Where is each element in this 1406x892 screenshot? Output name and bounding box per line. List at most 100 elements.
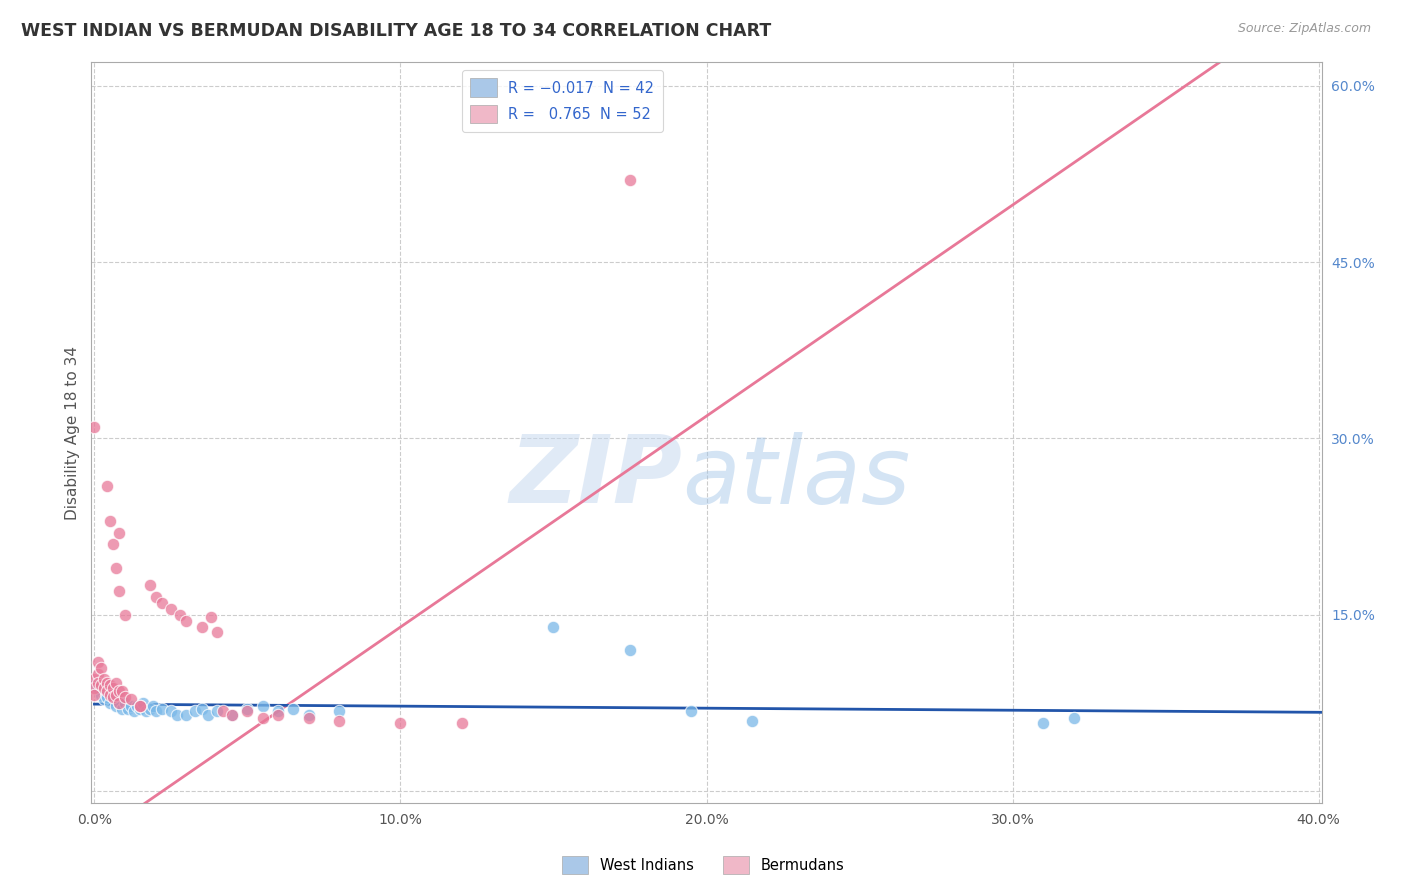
Point (298, 711, 321, 725)
Point (328, 704, 350, 718)
Point (619, 643, 641, 657)
Point (111, 702, 134, 716)
Text: ZIP: ZIP (509, 431, 682, 523)
Point (117, 702, 139, 716)
Point (108, 696, 131, 710)
Point (267, 707, 290, 722)
Text: WEST INDIAN VS BERMUDAN DISABILITY AGE 18 TO 34 CORRELATION CHART: WEST INDIAN VS BERMUDAN DISABILITY AGE 1… (21, 22, 772, 40)
Point (129, 699, 152, 714)
Point (681, 704, 703, 718)
Point (298, 707, 321, 722)
Point (83, 681, 105, 695)
Point (93, 681, 115, 695)
Point (83, 678, 105, 692)
Point (741, 714, 763, 728)
Point (190, 702, 212, 716)
Point (1063, 711, 1085, 725)
Point (129, 699, 152, 714)
Point (83, 673, 105, 687)
Point (200, 610, 222, 624)
Point (619, 173, 641, 187)
Point (145, 590, 167, 604)
Point (221, 707, 243, 722)
Point (108, 584, 131, 599)
Legend: West Indians, Bermudans: West Indians, Bermudans (555, 850, 851, 880)
Point (96, 676, 118, 690)
Point (252, 699, 274, 714)
Point (150, 596, 173, 610)
Point (236, 702, 259, 716)
Point (129, 702, 152, 716)
Point (98, 678, 121, 692)
Point (150, 702, 173, 716)
Point (104, 699, 127, 714)
Point (135, 704, 157, 718)
Point (93, 673, 115, 687)
Point (96, 690, 118, 704)
Point (83, 688, 105, 702)
Point (174, 707, 197, 722)
Point (96, 684, 118, 698)
Point (90, 688, 112, 702)
Point (104, 676, 127, 690)
Point (543, 619, 565, 633)
Point (190, 619, 212, 633)
Point (145, 704, 167, 718)
Point (389, 715, 412, 730)
Point (101, 690, 124, 704)
Point (101, 690, 124, 704)
Point (197, 707, 219, 722)
Point (267, 704, 290, 718)
Point (83, 419, 105, 434)
Point (450, 715, 472, 730)
Point (90, 678, 112, 692)
Point (132, 696, 155, 710)
Point (86, 676, 108, 690)
Point (108, 696, 131, 710)
Point (120, 692, 142, 706)
Point (138, 702, 160, 716)
Point (86, 681, 108, 695)
Point (252, 711, 274, 725)
Point (142, 699, 165, 714)
Point (184, 704, 207, 718)
Point (108, 684, 131, 698)
Point (127, 699, 149, 714)
Y-axis label: Disability Age 18 to 34: Disability Age 18 to 34 (65, 345, 80, 520)
Point (122, 704, 145, 718)
Point (283, 702, 305, 716)
Point (98, 696, 121, 710)
Point (1032, 715, 1054, 730)
Legend: R = −0.017  N = 42, R =   0.765  N = 52: R = −0.017 N = 42, R = 0.765 N = 52 (461, 70, 664, 132)
Point (174, 614, 197, 628)
Point (166, 707, 188, 722)
Point (104, 561, 127, 575)
Point (114, 607, 136, 622)
Point (98, 688, 121, 702)
Point (212, 704, 235, 718)
Text: Source: ZipAtlas.com: Source: ZipAtlas.com (1237, 22, 1371, 36)
Point (101, 681, 124, 695)
Point (101, 537, 124, 551)
Point (221, 707, 243, 722)
Point (120, 699, 142, 714)
Point (104, 688, 127, 702)
Point (86, 666, 108, 681)
Point (138, 578, 160, 592)
Point (114, 690, 136, 704)
Text: atlas: atlas (682, 432, 910, 523)
Point (205, 704, 228, 718)
Point (160, 704, 183, 718)
Point (93, 692, 115, 706)
Point (86, 655, 108, 669)
Point (108, 525, 131, 540)
Point (205, 625, 228, 640)
Point (328, 714, 350, 728)
Point (90, 660, 112, 674)
Point (169, 607, 191, 622)
Point (114, 696, 136, 710)
Point (236, 704, 259, 718)
Point (98, 514, 121, 528)
Point (160, 602, 183, 616)
Point (111, 684, 134, 698)
